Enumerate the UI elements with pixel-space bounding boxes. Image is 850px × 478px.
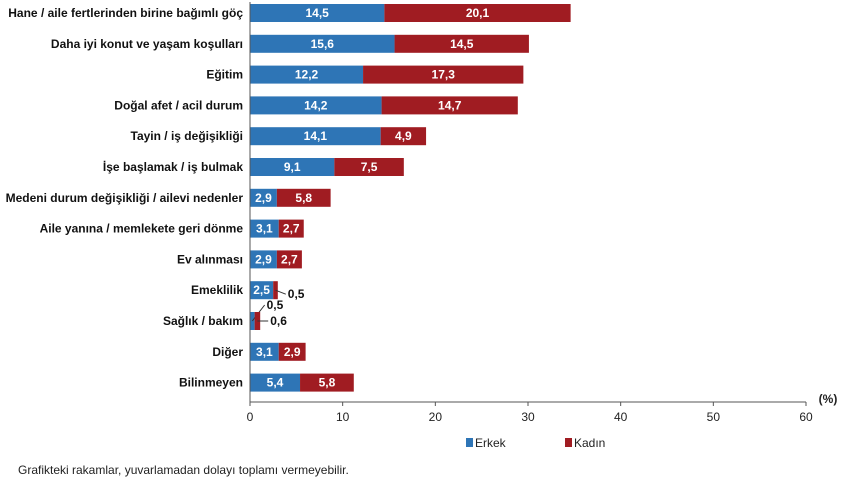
category-label: Bilinmeyen (179, 376, 243, 390)
bar-segment-kadin (394, 34, 529, 53)
category-label: Eğitim (206, 68, 243, 82)
category-label: Diğer (212, 345, 243, 359)
category-label: Aile yanına / memlekete geri dönme (40, 222, 244, 236)
bar-segment-kadin (276, 188, 331, 207)
bar-segment-kadin (363, 65, 524, 84)
legend-swatch-kadin (565, 438, 572, 447)
data-label: 0,5 (267, 298, 284, 312)
data-label: 12,2 (295, 68, 319, 82)
data-label: 17,3 (432, 68, 456, 82)
category-label: Doğal afet / acil durum (114, 98, 243, 112)
bar-segment-erkek (250, 342, 279, 361)
data-label: 3,1 (256, 345, 273, 359)
legend-label: Erkek (475, 436, 507, 450)
data-label: 5,4 (267, 376, 284, 390)
legend-swatch-erkek (466, 438, 473, 447)
data-label: 14,5 (450, 37, 474, 51)
x-tick-label: 10 (336, 410, 350, 424)
data-label: 0,6 (270, 314, 287, 328)
bar-segment-erkek (250, 34, 395, 53)
bar-segment-kadin (384, 4, 571, 22)
bar-segment-kadin (334, 158, 404, 176)
legend-label: Kadın (574, 436, 605, 450)
bar-segment-kadin (278, 219, 304, 238)
bar-segment-erkek (250, 65, 364, 84)
bar-segment-kadin (381, 96, 518, 115)
data-label: 15,6 (311, 37, 335, 51)
bar-segment-erkek (250, 250, 277, 269)
data-label: 7,5 (361, 160, 378, 174)
category-label: Medeni durum değişikliği / ailevi nedenl… (6, 191, 244, 205)
x-tick-label: 30 (521, 410, 535, 424)
bar-segment-erkek (250, 281, 274, 300)
x-tick-label: 20 (429, 410, 443, 424)
bar-segment-erkek (250, 127, 381, 146)
data-label: 2,9 (255, 252, 272, 266)
category-label: Ev alınması (177, 252, 243, 266)
data-label: 5,8 (319, 376, 336, 390)
data-label: 20,1 (466, 6, 490, 20)
data-label: 14,7 (438, 98, 462, 112)
data-label: 2,9 (255, 191, 272, 205)
x-tick-label: 40 (614, 410, 628, 424)
data-label: 2,7 (283, 222, 300, 236)
bar-segment-erkek (250, 158, 335, 176)
category-label: Hane / aile fertlerinden birine bağımlı … (8, 6, 243, 20)
x-axis: 0 10 20 30 40 50 60 (247, 2, 813, 424)
data-label: 2,9 (284, 345, 301, 359)
data-label: 4,9 (395, 129, 412, 143)
bar-segment-erkek (250, 219, 279, 238)
bar-segment-kadin (380, 127, 427, 146)
x-tick-label: 50 (707, 410, 721, 424)
data-label: 14,5 (306, 6, 330, 20)
data-label: 9,1 (284, 160, 301, 174)
x-tick-label: 0 (247, 410, 254, 424)
data-label: 0,5 (288, 287, 305, 301)
data-label: 2,7 (281, 252, 298, 266)
bar-segment-kadin (278, 342, 306, 361)
data-label: 5,8 (295, 191, 312, 205)
x-axis-unit: (%) (819, 392, 838, 406)
bar-segment-kadin (300, 373, 354, 392)
bar-segment-erkek (250, 4, 385, 22)
bars-layer: Hane / aile fertlerinden birine bağımlı … (6, 4, 571, 392)
data-label: 3,1 (256, 222, 273, 236)
bar-segment-erkek (250, 96, 382, 115)
legend: Erkek Kadın (466, 436, 605, 450)
category-label: Sağlık / bakım (163, 314, 243, 328)
data-label: 2,5 (253, 283, 270, 297)
x-tick-label: 60 (799, 410, 813, 424)
category-label: Tayin / iş değişikliği (131, 129, 243, 143)
category-label: Emeklilik (191, 283, 243, 297)
footnote: Grafikteki rakamlar, yuvarlamadan dolayı… (18, 463, 349, 477)
data-label: 14,2 (304, 98, 328, 112)
category-label: İşe başlamak / iş bulmak (103, 159, 243, 174)
leader-line (275, 289, 286, 295)
bar-segment-kadin (276, 250, 302, 269)
data-label: 14,1 (304, 129, 328, 143)
bar-segment-erkek (250, 373, 301, 392)
category-label: Daha iyi konut ve yaşam koşulları (51, 37, 243, 51)
bar-segment-erkek (250, 188, 277, 207)
